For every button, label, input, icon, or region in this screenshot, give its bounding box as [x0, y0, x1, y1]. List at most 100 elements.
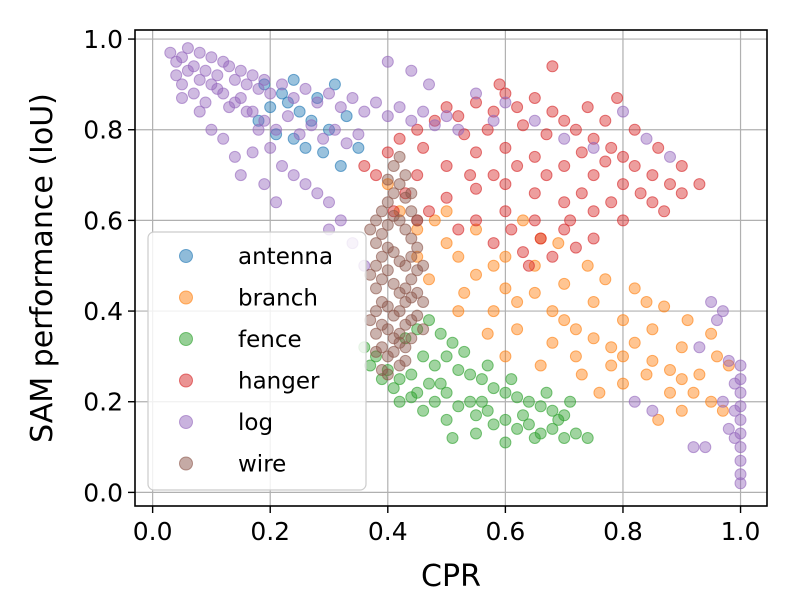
data-point-log	[205, 51, 218, 64]
data-point-fence	[546, 404, 559, 417]
data-point-hanger	[575, 146, 588, 159]
data-point-hanger	[470, 182, 482, 195]
data-point-log	[270, 123, 283, 136]
legend-label-log: log	[238, 410, 273, 436]
data-point-wire	[381, 173, 394, 186]
data-point-wire	[381, 196, 394, 209]
data-point-branch	[646, 354, 659, 367]
y-tick-label: 0.6	[83, 206, 123, 235]
data-point-wire	[417, 259, 430, 272]
data-point-log	[628, 395, 641, 408]
data-point-log	[393, 101, 406, 114]
data-point-hanger	[528, 150, 541, 163]
data-point-branch	[423, 273, 435, 286]
data-point-log	[728, 432, 741, 444]
data-point-fence	[428, 395, 441, 408]
data-point-log	[358, 105, 371, 118]
data-point-branch	[569, 350, 582, 363]
data-point-hanger	[452, 110, 465, 123]
data-point-hanger	[581, 101, 594, 114]
data-point-fence	[428, 359, 441, 372]
data-point-hanger	[546, 105, 559, 118]
data-point-hanger	[493, 78, 506, 91]
data-point-wire	[405, 273, 418, 286]
data-point-log	[287, 169, 300, 182]
data-point-fence	[405, 368, 418, 381]
data-point-log	[722, 354, 735, 367]
data-point-fence	[522, 395, 535, 408]
data-point-hanger	[428, 114, 441, 127]
data-point-wire	[399, 354, 412, 367]
data-point-log	[687, 441, 700, 454]
data-point-hanger	[411, 169, 424, 182]
data-point-branch	[458, 286, 471, 299]
data-point-branch	[546, 305, 559, 318]
data-point-hanger	[558, 114, 571, 127]
data-point-hanger	[370, 169, 382, 182]
data-point-log	[487, 114, 500, 127]
data-point-log	[234, 169, 247, 182]
data-point-log	[246, 69, 259, 82]
data-point-log	[193, 46, 206, 59]
y-tick-label: 0.8	[83, 116, 123, 145]
data-point-branch	[581, 259, 594, 272]
data-point-fence	[534, 400, 547, 413]
data-point-hanger	[423, 205, 435, 218]
data-point-fence	[417, 350, 430, 363]
data-point-branch	[470, 223, 482, 236]
data-point-hanger	[569, 123, 582, 136]
data-point-hanger	[358, 160, 371, 172]
data-point-fence	[387, 382, 400, 395]
y-tick-label: 0.4	[83, 297, 123, 326]
data-point-antenna	[328, 78, 341, 91]
data-point-log	[734, 359, 747, 372]
data-point-fence	[405, 391, 418, 404]
data-point-log	[299, 82, 312, 95]
data-point-fence	[446, 432, 459, 444]
legend-marker-hanger	[179, 373, 193, 388]
data-point-hanger	[617, 178, 629, 191]
data-point-hanger	[546, 250, 559, 263]
data-point-branch	[528, 286, 541, 299]
series-antenna	[252, 73, 365, 172]
data-point-branch	[587, 332, 600, 345]
data-point-hanger	[569, 241, 582, 254]
data-point-fence	[511, 422, 524, 435]
x-tick-label: 1.0	[721, 517, 761, 546]
data-point-hanger	[587, 169, 600, 182]
data-point-log	[405, 64, 418, 77]
data-point-fence	[511, 391, 524, 404]
data-point-hanger	[599, 114, 612, 127]
data-point-hanger	[540, 128, 553, 141]
data-point-log	[423, 78, 435, 91]
data-point-log	[199, 96, 212, 109]
data-point-log	[728, 377, 741, 390]
data-point-hanger	[652, 141, 665, 154]
data-point-antenna	[311, 92, 324, 104]
y-tick-label: 0.0	[83, 478, 123, 507]
data-point-log	[705, 296, 718, 308]
data-point-log	[734, 454, 747, 467]
data-point-hanger	[675, 160, 688, 172]
data-point-hanger	[558, 196, 571, 209]
data-point-hanger	[617, 150, 629, 163]
data-point-branch	[711, 350, 723, 363]
data-point-wire	[399, 169, 412, 182]
data-point-log	[228, 150, 241, 163]
data-point-hanger	[634, 187, 647, 200]
data-point-hanger	[511, 160, 524, 172]
data-point-hanger	[528, 187, 541, 200]
data-point-branch	[658, 300, 671, 313]
data-point-hanger	[575, 187, 588, 200]
data-point-wire	[364, 223, 377, 236]
data-point-hanger	[470, 96, 482, 109]
data-point-log	[276, 160, 288, 172]
data-point-hanger	[646, 196, 659, 209]
data-point-wire	[381, 368, 394, 381]
data-point-branch	[617, 314, 629, 327]
data-point-fence	[452, 400, 465, 413]
data-point-branch	[481, 327, 494, 340]
data-point-hanger	[464, 169, 477, 182]
series-wire	[364, 150, 430, 381]
data-point-wire	[417, 296, 430, 308]
